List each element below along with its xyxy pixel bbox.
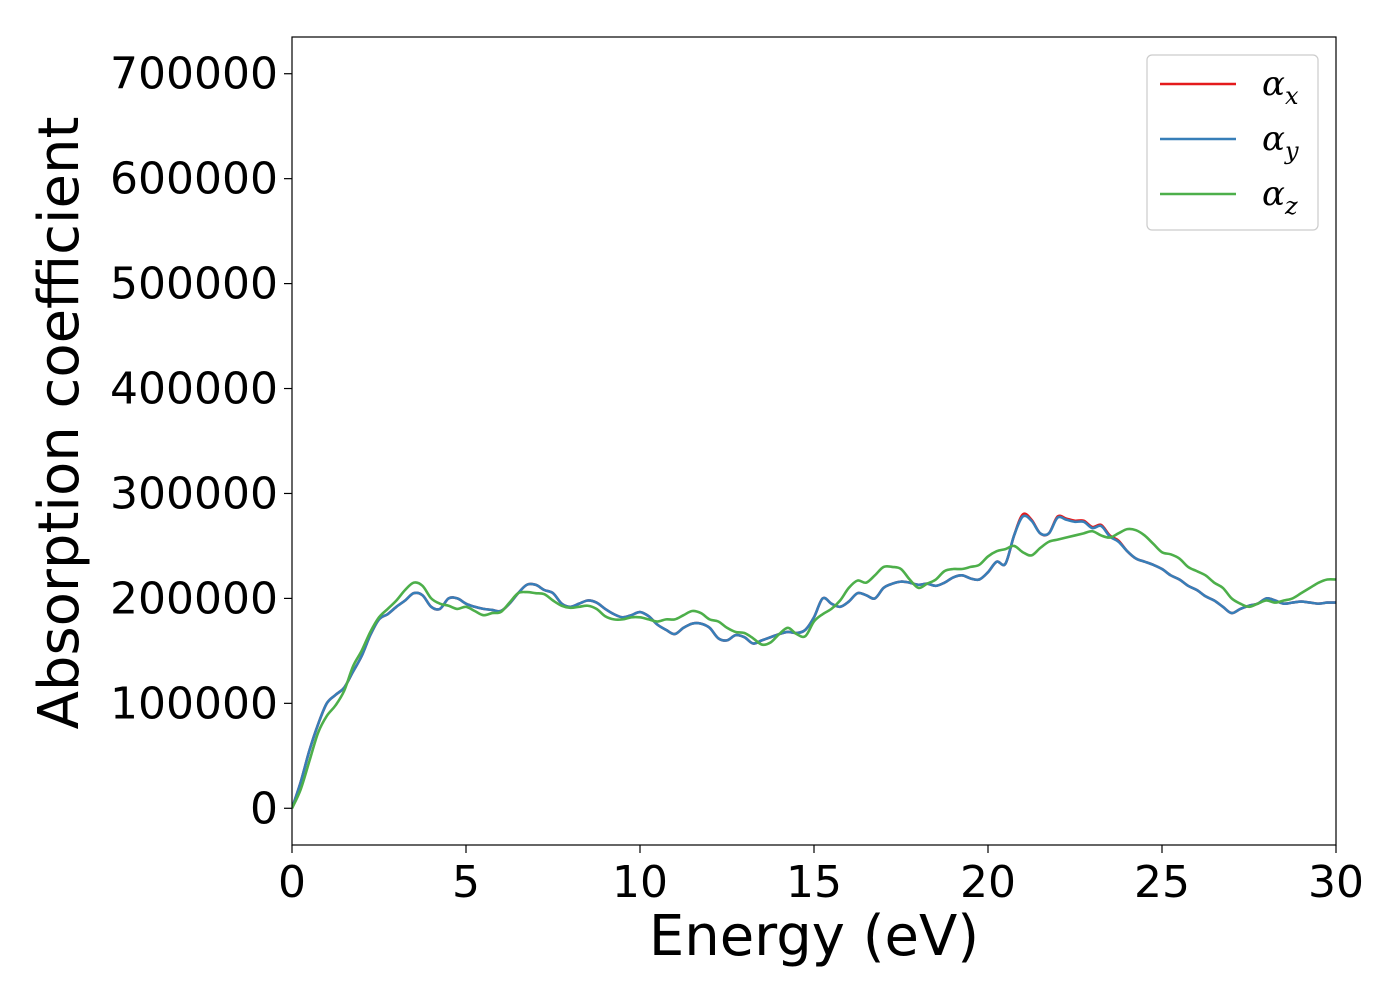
series-line-y — [292, 514, 1336, 809]
legend-label-z: αz — [1262, 174, 1298, 220]
x-tick-label: 15 — [786, 857, 842, 908]
x-axis-ticks: 0 5 10 15 20 25 30 — [278, 845, 1364, 908]
y-tick-label: 100000 — [110, 678, 278, 729]
y-tick-label: 0 — [250, 783, 278, 834]
x-axis-title: Energy (eV) — [649, 904, 979, 969]
y-axis-ticks: 0 100000 200000 300000 400000 500000 600000 700… — [110, 49, 292, 834]
legend-box — [1146, 54, 1319, 231]
x-tick-label: 30 — [1308, 857, 1364, 908]
y-tick-label: 500000 — [110, 259, 278, 310]
legend-label-x: αx — [1262, 64, 1299, 110]
y-tick-label: 300000 — [110, 468, 278, 519]
legend: αx αy αz — [1146, 54, 1319, 231]
y-tick-label: 600000 — [110, 154, 278, 205]
x-tick-label: 0 — [278, 857, 306, 908]
y-axis-title: Absorption coefficient — [27, 117, 92, 730]
legend-label-y: αy — [1262, 119, 1299, 165]
x-tick-label: 25 — [1134, 857, 1190, 908]
y-tick-label: 700000 — [110, 49, 278, 100]
y-tick-label: 200000 — [110, 573, 278, 624]
x-tick-label: 5 — [452, 857, 480, 908]
plot-lines — [292, 512, 1336, 809]
series-line-z — [292, 527, 1336, 809]
x-tick-label: 10 — [612, 857, 668, 908]
y-tick-label: 400000 — [110, 364, 278, 415]
x-tick-label: 20 — [960, 857, 1016, 908]
